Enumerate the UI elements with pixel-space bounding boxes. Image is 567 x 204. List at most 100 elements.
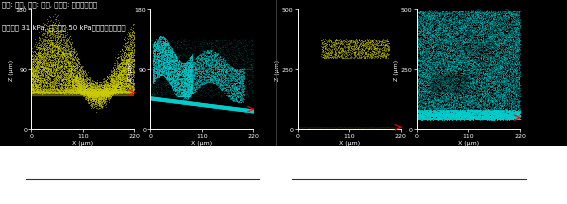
Point	[452, 58, 462, 61]
Point	[437, 111, 446, 114]
Point	[129, 47, 138, 50]
Point	[509, 31, 518, 34]
Point	[511, 64, 521, 68]
Point	[215, 58, 225, 62]
Point	[430, 52, 439, 55]
Point	[185, 68, 194, 71]
Point	[421, 37, 430, 40]
Point	[440, 68, 449, 71]
Point	[32, 85, 41, 88]
Point	[493, 31, 502, 34]
Point	[186, 66, 195, 70]
Point	[455, 55, 464, 59]
Point	[467, 113, 476, 116]
Point	[441, 65, 450, 69]
Point	[153, 47, 162, 50]
Point	[100, 90, 109, 93]
Point	[468, 67, 477, 70]
Point	[101, 85, 111, 89]
Point	[451, 16, 460, 19]
Point	[116, 80, 125, 83]
Point	[448, 40, 458, 43]
Point	[438, 108, 447, 111]
Point	[100, 86, 109, 90]
Point	[248, 73, 257, 76]
Point	[439, 110, 448, 113]
Point	[74, 80, 83, 83]
Point	[446, 94, 455, 97]
Point	[488, 63, 497, 66]
Point	[440, 33, 449, 36]
Point	[484, 52, 493, 55]
Point	[483, 113, 492, 116]
Point	[463, 90, 472, 93]
Point	[359, 55, 369, 59]
Point	[86, 95, 95, 99]
Point	[441, 42, 450, 45]
Point	[435, 99, 444, 102]
Point	[441, 53, 450, 56]
Point	[507, 98, 517, 101]
Point	[430, 63, 439, 67]
Point	[129, 83, 138, 87]
Point	[187, 85, 196, 88]
Point	[183, 44, 192, 47]
Point	[425, 117, 434, 120]
Point	[112, 92, 121, 95]
Point	[105, 84, 114, 87]
Point	[122, 84, 132, 87]
Point	[512, 34, 521, 37]
Point	[57, 66, 66, 69]
Point	[48, 75, 57, 78]
Point	[378, 42, 387, 45]
Point	[448, 109, 458, 112]
Point	[465, 26, 474, 29]
Point	[466, 21, 475, 24]
Point	[32, 58, 41, 62]
Point	[187, 57, 196, 60]
Point	[429, 70, 438, 73]
Point	[39, 78, 48, 81]
Point	[332, 42, 341, 45]
Point	[46, 31, 55, 34]
Point	[40, 30, 49, 33]
Point	[171, 67, 180, 70]
Point	[422, 73, 431, 76]
Point	[436, 23, 445, 27]
Point	[435, 118, 444, 121]
Point	[217, 79, 226, 82]
Point	[89, 90, 98, 93]
Point	[44, 68, 53, 72]
Point	[117, 62, 126, 65]
Point	[91, 86, 100, 90]
Point	[450, 14, 459, 17]
Point	[92, 102, 101, 105]
Point	[83, 83, 92, 87]
Point	[61, 85, 70, 88]
Point	[473, 49, 482, 52]
Point	[109, 69, 119, 72]
Point	[86, 94, 95, 98]
Point	[76, 91, 85, 95]
Point	[416, 110, 425, 114]
Point	[94, 88, 103, 91]
Point	[333, 54, 342, 57]
Point	[43, 92, 52, 95]
Point	[188, 90, 197, 93]
Point	[456, 39, 465, 42]
Point	[89, 94, 98, 98]
Point	[218, 82, 227, 85]
Point	[104, 88, 113, 91]
Point	[468, 106, 477, 109]
Point	[503, 12, 512, 15]
Point	[165, 83, 174, 86]
Point	[501, 117, 510, 120]
Point	[174, 83, 183, 86]
Point	[457, 91, 466, 94]
Point	[195, 79, 204, 82]
Point	[503, 34, 513, 37]
Point	[493, 21, 502, 24]
Point	[53, 89, 62, 92]
Point	[467, 35, 476, 39]
Point	[497, 19, 506, 22]
